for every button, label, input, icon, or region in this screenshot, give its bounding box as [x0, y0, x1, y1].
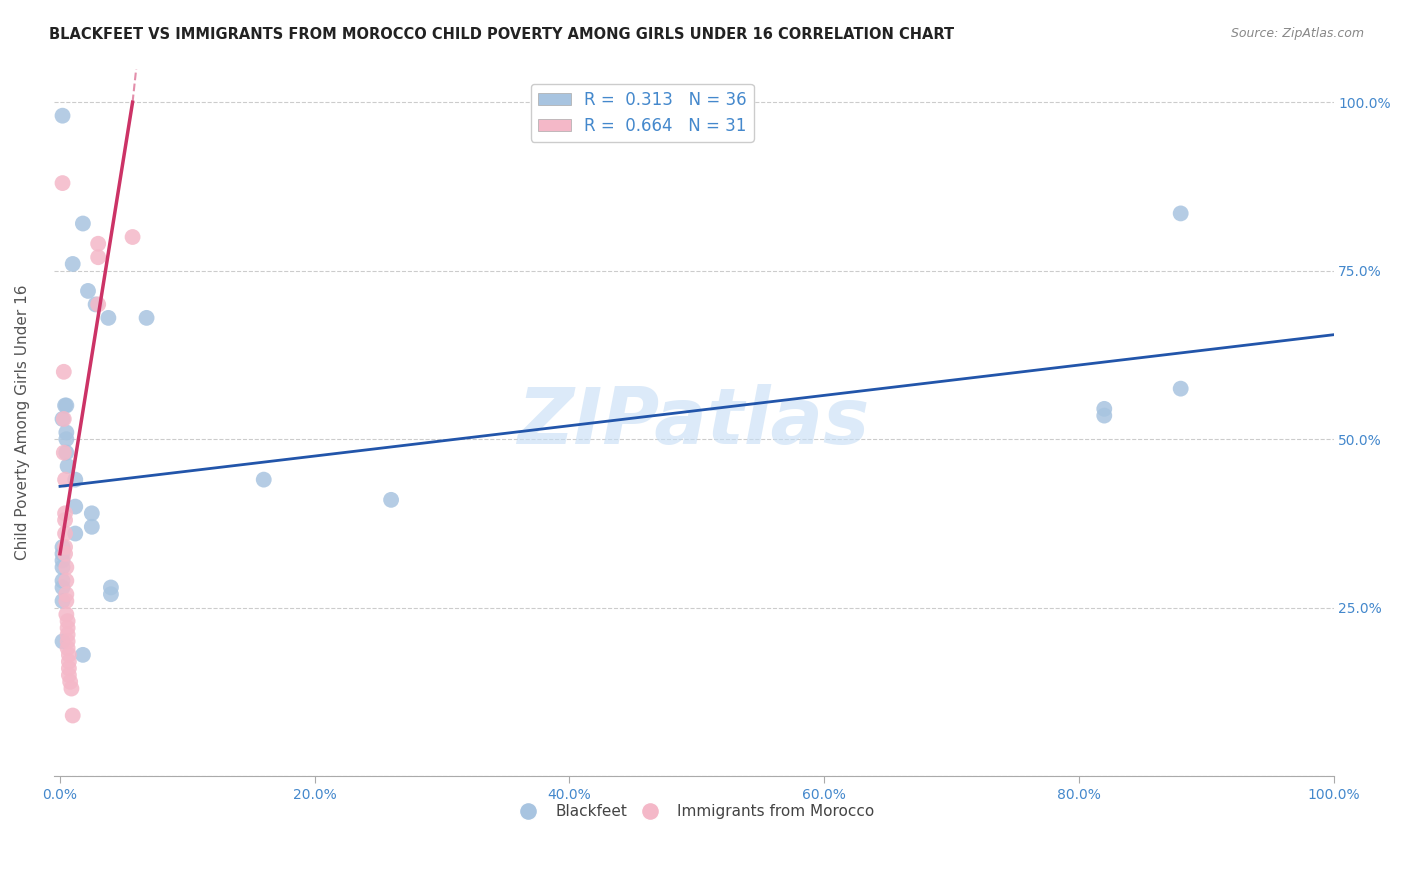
- Point: [55, 594, 77, 608]
- Point: [55, 574, 77, 588]
- Point: [1170, 382, 1192, 396]
- Point: [55, 607, 77, 622]
- Point: [51, 581, 73, 595]
- Point: [52, 365, 75, 379]
- Point: [56, 621, 79, 635]
- Point: [87, 297, 110, 311]
- Point: [380, 492, 402, 507]
- Point: [55, 399, 77, 413]
- Point: [84, 297, 107, 311]
- Point: [72, 217, 94, 231]
- Point: [87, 250, 110, 264]
- Point: [58, 668, 80, 682]
- Point: [121, 230, 143, 244]
- Point: [53, 473, 76, 487]
- Text: BLACKFEET VS IMMIGRANTS FROM MOROCCO CHILD POVERTY AMONG GIRLS UNDER 16 CORRELAT: BLACKFEET VS IMMIGRANTS FROM MOROCCO CHI…: [49, 27, 955, 42]
- Point: [51, 547, 73, 561]
- Point: [62, 708, 84, 723]
- Point: [100, 581, 122, 595]
- Point: [58, 655, 80, 669]
- Point: [65, 526, 87, 541]
- Point: [53, 506, 76, 520]
- Point: [1092, 401, 1115, 416]
- Point: [55, 432, 77, 446]
- Point: [56, 627, 79, 641]
- Point: [62, 257, 84, 271]
- Point: [51, 109, 73, 123]
- Point: [56, 614, 79, 628]
- Point: [97, 310, 120, 325]
- Point: [53, 540, 76, 554]
- Point: [52, 412, 75, 426]
- Point: [80, 520, 103, 534]
- Point: [253, 473, 276, 487]
- Point: [53, 399, 76, 413]
- Point: [80, 506, 103, 520]
- Legend: Blackfeet, Immigrants from Morocco: Blackfeet, Immigrants from Morocco: [506, 798, 880, 825]
- Point: [135, 310, 157, 325]
- Text: Source: ZipAtlas.com: Source: ZipAtlas.com: [1230, 27, 1364, 40]
- Point: [51, 176, 73, 190]
- Point: [1170, 206, 1192, 220]
- Point: [51, 574, 73, 588]
- Point: [51, 594, 73, 608]
- Point: [55, 445, 77, 459]
- Point: [65, 500, 87, 514]
- Point: [72, 648, 94, 662]
- Point: [87, 236, 110, 251]
- Point: [77, 284, 100, 298]
- Point: [55, 425, 77, 440]
- Point: [51, 634, 73, 648]
- Point: [52, 445, 75, 459]
- Point: [56, 634, 79, 648]
- Point: [59, 674, 82, 689]
- Point: [53, 526, 76, 541]
- Point: [53, 513, 76, 527]
- Point: [51, 553, 73, 567]
- Point: [58, 648, 80, 662]
- Point: [65, 473, 87, 487]
- Y-axis label: Child Poverty Among Girls Under 16: Child Poverty Among Girls Under 16: [15, 285, 30, 560]
- Point: [55, 560, 77, 574]
- Point: [55, 587, 77, 601]
- Point: [58, 661, 80, 675]
- Text: ZIPatlas: ZIPatlas: [517, 384, 870, 460]
- Point: [51, 540, 73, 554]
- Point: [56, 641, 79, 656]
- Point: [56, 459, 79, 474]
- Point: [1092, 409, 1115, 423]
- Point: [51, 560, 73, 574]
- Point: [60, 681, 83, 696]
- Point: [51, 412, 73, 426]
- Point: [53, 547, 76, 561]
- Point: [100, 587, 122, 601]
